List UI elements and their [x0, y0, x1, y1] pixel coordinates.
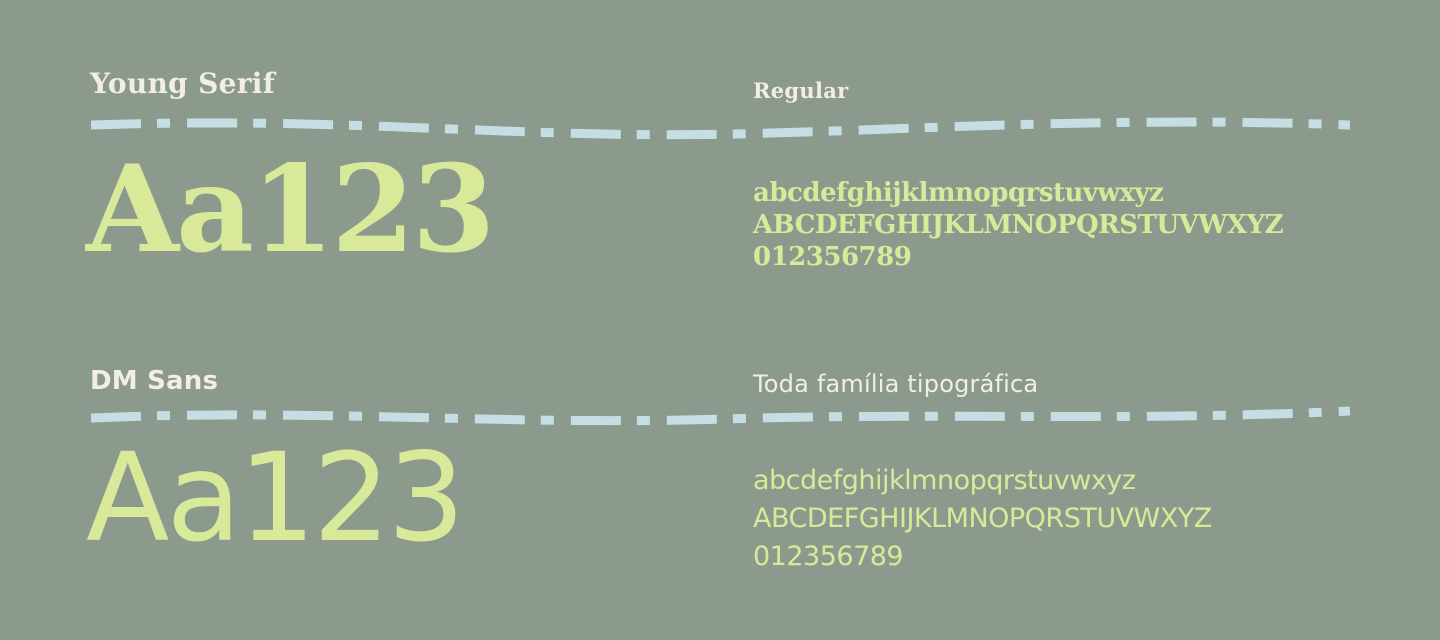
- numerals: 012356789: [753, 242, 912, 272]
- numerals: 012356789: [753, 541, 904, 572]
- uppercase-alphabet: ABCDEFGHIJKLMNOPQRSTUVWXYZ: [753, 503, 1212, 534]
- large-specimen: Aa123: [86, 427, 465, 569]
- lowercase-alphabet: abcdefghijklmnopqrstuvwxyz: [753, 465, 1136, 496]
- font-name-label: DM Sans: [90, 366, 219, 396]
- large-specimen: Aa123: [86, 139, 495, 280]
- dashed-divider: [90, 406, 1351, 426]
- font-name-label: Young Serif: [90, 67, 276, 100]
- alphabet-block: abcdefghijklmnopqrstuvwxyz ABCDEFGHIJKLM…: [753, 177, 1284, 273]
- lowercase-alphabet: abcdefghijklmnopqrstuvwxyz: [753, 178, 1164, 208]
- alphabet-block: abcdefghijklmnopqrstuvwxyz ABCDEFGHIJKLM…: [753, 462, 1212, 576]
- uppercase-alphabet: ABCDEFGHIJKLMNOPQRSTUVWXYZ: [753, 210, 1284, 240]
- font-style-label: Toda família tipográfica: [753, 370, 1039, 398]
- dashed-divider: [90, 117, 1351, 140]
- font-style-label: Regular: [753, 78, 849, 103]
